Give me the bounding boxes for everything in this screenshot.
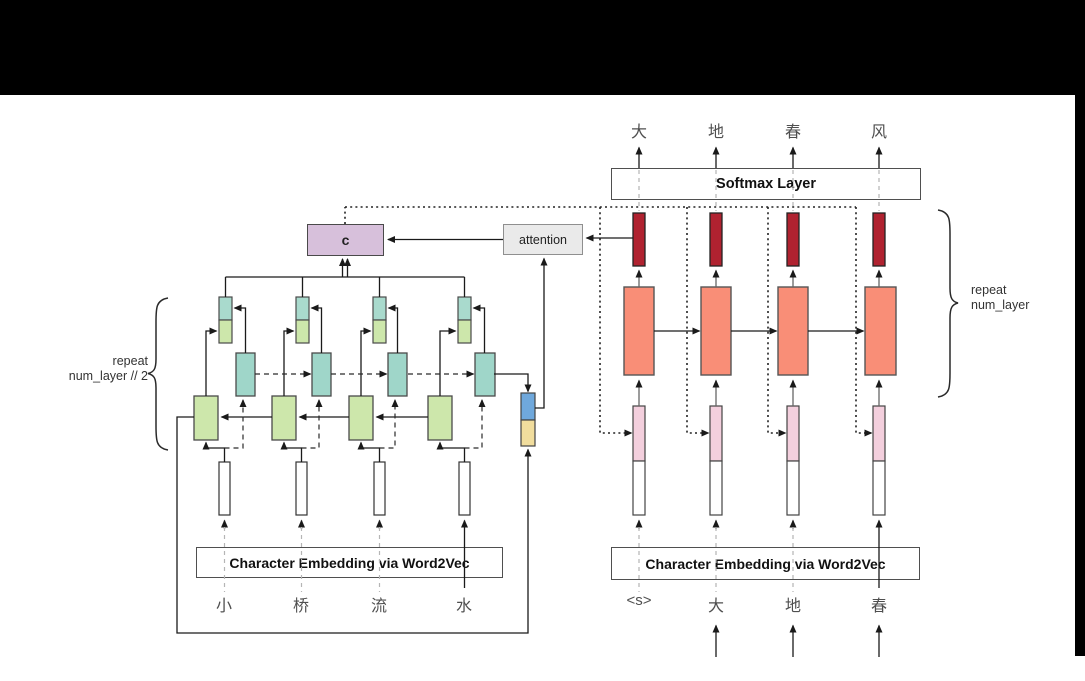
decoder-hidden-bar (632, 212, 646, 267)
encoder-concat-backward-part (372, 319, 387, 344)
encoder-concat-backward-part (295, 319, 310, 344)
decoder-repeat-line1: repeat (971, 283, 1007, 297)
context-dotted-connections (344, 206, 873, 437)
encoder-dashed-connections (224, 370, 486, 449)
decoder-input-char-3: 地 (784, 598, 802, 615)
decoder-solid-connections (635, 146, 883, 657)
encoder-backward-lstm-cells (193, 395, 453, 441)
context-vector-label: c (341, 232, 350, 248)
decoder-embedding-box: Character Embedding via Word2Vec (611, 547, 920, 580)
decoder-output-char-2: 地 (707, 124, 725, 141)
encoder-embedding-vector (373, 461, 386, 516)
encoder-embedding-box: Character Embedding via Word2Vec (196, 547, 503, 578)
encoder-input-char-4: 水 (455, 598, 473, 615)
softmax-layer-label: Softmax Layer (716, 176, 816, 192)
encoder-concat-outputs (218, 296, 472, 344)
right-black-bar (1075, 0, 1085, 656)
decoder-output-char-1: 大 (630, 124, 648, 141)
decoder-input-stacks (632, 405, 886, 516)
decoder-output-char-3: 春 (784, 124, 802, 141)
decoder-embedding-input (872, 460, 886, 516)
decoder-cell-stems (635, 269, 883, 406)
encoder-concat-forward-part (295, 296, 310, 321)
attention-box: attention (503, 224, 583, 255)
decoder-context-input (632, 405, 646, 462)
decoder-input-char-4: 春 (870, 598, 888, 615)
encoder-embedding-label: Character Embedding via Word2Vec (229, 554, 470, 571)
softmax-layer-box: Softmax Layer (611, 168, 921, 200)
decoder-embedding-input (709, 460, 723, 516)
encoder-forward-lstm-cell (311, 352, 332, 397)
decoder-lstm-cell (700, 286, 732, 376)
encoder-embedding-vectors (218, 461, 471, 516)
encoder-concat-forward-part (218, 296, 233, 321)
encoder-concat-backward-part (218, 319, 233, 344)
decoder-repeat-line2: num_layer (971, 298, 1030, 312)
decoder-hidden-bar (872, 212, 886, 267)
encoder-embedding-vector (458, 461, 471, 516)
final-state-backward (520, 419, 536, 447)
final-state-to-attention (535, 257, 548, 409)
decoder-output-char-4: 风 (870, 124, 888, 141)
decoder-hidden-bar (786, 212, 800, 267)
decoder-lstm-cell (777, 286, 809, 376)
decoder-input-char-1: <s> (626, 592, 652, 609)
decoder-hidden-bar (709, 212, 723, 267)
encoder-repeat-brace (147, 297, 169, 451)
final-state-forward (520, 392, 536, 421)
encoder-final-state-stack (520, 392, 536, 447)
decoder-embedding-label: Character Embedding via Word2Vec (645, 555, 886, 572)
encoder-embedding-vector (218, 461, 231, 516)
decoder-lstm-cell (864, 286, 897, 376)
encoder-input-char-2: 桥 (292, 598, 310, 615)
context-vector-box: c (307, 224, 384, 256)
encoder-backward-lstm-cell (271, 395, 297, 441)
decoder-gray-dashed-columns (638, 170, 880, 592)
decoder-lstm-cells (623, 286, 897, 376)
encoder-forward-lstm-cell (474, 352, 496, 397)
top-black-bar (0, 0, 1085, 95)
decoder-lstm-cell (623, 286, 655, 376)
encoder-repeat-label: repeat num_layer // 2 (52, 354, 148, 384)
encoder-repeat-line1: repeat (112, 354, 148, 368)
encoder-backward-lstm-cell (193, 395, 219, 441)
decoder-repeat-label: repeat num_layer (971, 283, 1029, 313)
decoder-repeat-brace (937, 209, 959, 398)
decoder-embedding-input (786, 460, 800, 516)
encoder-backward-lstm-cell (427, 395, 453, 441)
encoder-forward-lstm-cells (235, 352, 496, 397)
encoder-input-char-1: 小 (215, 598, 233, 615)
encoder-backward-lstm-cell (348, 395, 374, 441)
attention-label: attention (519, 232, 567, 247)
encoder-forward-lstm-cell (235, 352, 256, 397)
decoder-input-char-2: 大 (707, 598, 725, 615)
decoder-context-input (872, 405, 886, 462)
encoder-forward-lstm-cell (387, 352, 408, 397)
encoder-concat-forward-part (372, 296, 387, 321)
decoder-context-input (709, 405, 723, 462)
encoder-embedding-vector (295, 461, 308, 516)
encoder-repeat-line2: num_layer // 2 (68, 369, 148, 383)
decoder-embedding-input (632, 460, 646, 516)
encoder-input-char-3: 流 (370, 598, 388, 615)
decoder-context-input (786, 405, 800, 462)
encoder-concat-forward-part (457, 296, 472, 321)
encoder-concat-backward-part (457, 319, 472, 344)
decoder-hidden-bars (632, 212, 886, 267)
